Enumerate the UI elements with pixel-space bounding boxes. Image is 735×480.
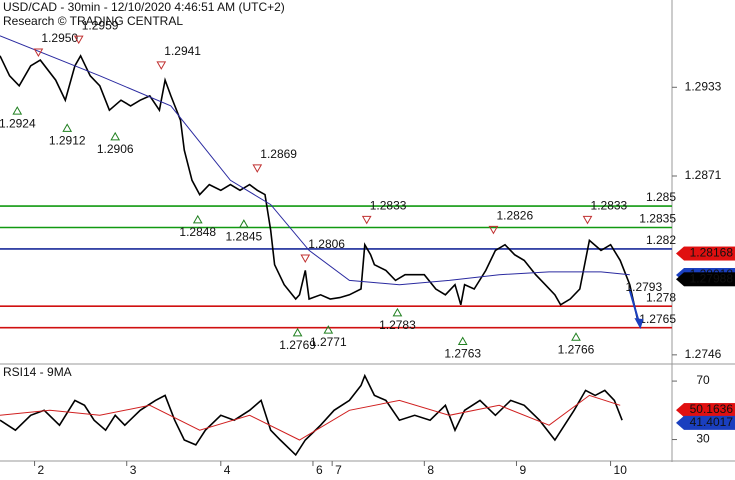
rsi-title: RSI14 - 9MA bbox=[3, 365, 72, 379]
price-tag bbox=[684, 272, 735, 287]
pivot-label: 1.2826 bbox=[496, 209, 533, 223]
chart-subtitle: Research © TRADING CENTRAL bbox=[3, 14, 183, 28]
price-tag-pointer bbox=[676, 415, 684, 430]
low-marker bbox=[457, 336, 468, 346]
low-marker bbox=[192, 214, 203, 224]
pivot-label: 1.2950 bbox=[41, 31, 78, 45]
high-marker bbox=[361, 215, 372, 225]
level-label: 1.282 bbox=[646, 233, 676, 247]
low-marker bbox=[12, 106, 23, 115]
pivot-label: 1.2806 bbox=[308, 237, 345, 251]
pivot-label: 1.2769 bbox=[279, 338, 316, 352]
level-label: 1.2835 bbox=[639, 212, 676, 226]
x-tick-label: 8 bbox=[427, 463, 434, 477]
pivot-label: 1.2833 bbox=[591, 199, 628, 213]
level-label: 1.285 bbox=[646, 190, 676, 204]
x-tick-label: 4 bbox=[224, 463, 231, 477]
low-marker bbox=[323, 325, 334, 334]
high-marker bbox=[582, 215, 593, 225]
high-marker bbox=[156, 61, 167, 70]
level-label: 1.278 bbox=[646, 290, 676, 304]
price-tag-pointer bbox=[676, 403, 684, 418]
pivot-label: 1.2766 bbox=[558, 342, 595, 356]
series-line bbox=[0, 394, 621, 441]
pivot-label: 1.2906 bbox=[97, 142, 134, 156]
low-marker bbox=[62, 123, 73, 132]
low-marker bbox=[571, 332, 581, 341]
x-tick-label: 9 bbox=[519, 463, 526, 477]
low-marker bbox=[392, 307, 403, 317]
y-tick-label: 1.2746 bbox=[685, 347, 722, 361]
x-tick-label: 2 bbox=[38, 463, 45, 477]
price-tag bbox=[684, 403, 735, 418]
high-marker bbox=[252, 164, 263, 173]
y-tick-label: 1.2933 bbox=[685, 79, 722, 93]
x-tick-label: 3 bbox=[130, 463, 137, 477]
pivot-label: 1.2833 bbox=[370, 199, 407, 213]
low-marker bbox=[238, 219, 249, 228]
x-tick-label: 10 bbox=[614, 463, 628, 477]
y-tick-label: 1.2871 bbox=[685, 168, 722, 182]
pivot-label: 1.2959 bbox=[82, 18, 119, 32]
high-marker bbox=[300, 254, 311, 264]
price-tag bbox=[684, 246, 735, 261]
x-tick-label: 6 bbox=[316, 463, 323, 477]
price-tag-pointer bbox=[676, 272, 684, 287]
high-marker bbox=[488, 225, 499, 235]
pivot-label: 1.2783 bbox=[379, 318, 416, 332]
pivot-label: 1.2941 bbox=[164, 44, 201, 58]
y-tick-label: 70 bbox=[696, 373, 710, 387]
high-marker bbox=[73, 35, 84, 45]
series-line bbox=[0, 35, 630, 286]
price-tag-label: 41.4017 bbox=[690, 415, 734, 429]
pivot-label: 1.2912 bbox=[49, 133, 86, 147]
high-marker bbox=[33, 48, 44, 57]
low-marker bbox=[292, 327, 303, 337]
x-tick-label: 7 bbox=[335, 463, 342, 477]
target-arrowhead bbox=[634, 318, 644, 330]
pivot-label: 1.2924 bbox=[0, 116, 36, 130]
price-tag-label: 1.27988 bbox=[690, 271, 734, 285]
pivot-label: 1.2763 bbox=[444, 347, 481, 361]
level-label: 1.2765 bbox=[639, 312, 676, 326]
pivot-label: 1.2869 bbox=[260, 147, 297, 161]
series-line bbox=[0, 54, 639, 320]
low-marker bbox=[110, 131, 121, 141]
price-tag-label: 50.1636 bbox=[690, 402, 734, 416]
pivot-label: 1.2845 bbox=[225, 229, 262, 243]
series-line bbox=[0, 373, 623, 457]
pivot-label: 1.2848 bbox=[179, 225, 216, 239]
price-tag-label: 1.28168 bbox=[690, 246, 734, 260]
pivot-label: 1.2771 bbox=[310, 335, 347, 349]
chart-title: USD/CAD - 30min - 12/10/2020 4:46:51 AM … bbox=[3, 0, 285, 14]
y-tick-label: 30 bbox=[696, 432, 710, 446]
price-tag bbox=[684, 415, 735, 430]
price-tag-pointer bbox=[676, 246, 684, 261]
target-label: 1.2793 bbox=[625, 280, 662, 294]
target-arrow bbox=[628, 288, 641, 325]
